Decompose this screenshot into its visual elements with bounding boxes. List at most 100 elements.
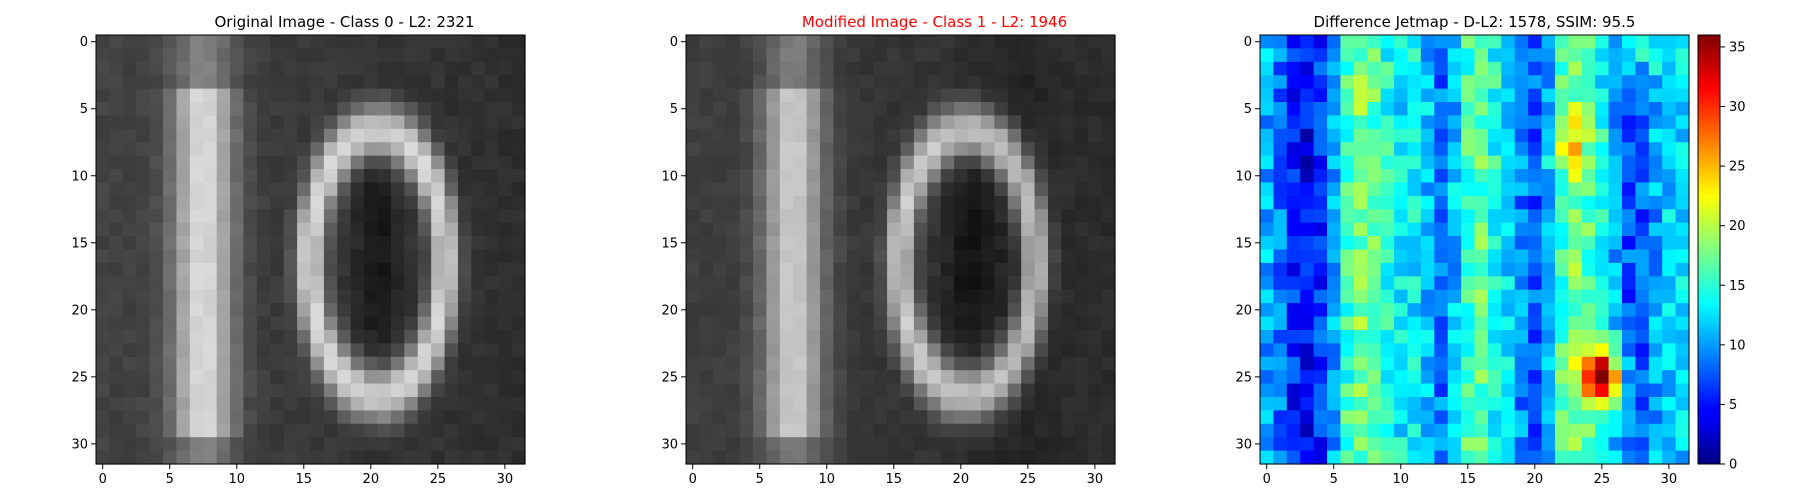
pixel-cell: [994, 396, 1009, 411]
pixel-cell: [122, 303, 137, 318]
pixel-cell: [806, 48, 821, 63]
pixel-cell: [350, 249, 365, 264]
pixel-cell: [712, 316, 727, 331]
pixel-cell: [1514, 343, 1529, 358]
pixel-cell: [1367, 48, 1382, 63]
pixel-cell: [1021, 249, 1036, 264]
pixel-cell: [793, 410, 808, 425]
pixel-cell: [1394, 88, 1409, 103]
pixel-cell: [739, 61, 754, 76]
pixel-cell: [779, 169, 794, 184]
pixel-cell: [364, 48, 379, 63]
pixel-cell: [1474, 316, 1489, 331]
pixel-cell: [927, 262, 942, 277]
pixel-cell: [1380, 102, 1395, 117]
pixel-cell: [337, 423, 352, 438]
pixel-cell: [1447, 262, 1462, 277]
pixel-cell: [1340, 410, 1355, 425]
pixel-cell: [417, 370, 432, 385]
pixel-cell: [1034, 222, 1049, 237]
pixel-cell: [1528, 262, 1543, 277]
pixel-cell: [511, 423, 526, 438]
pixel-cell: [484, 61, 499, 76]
pixel-cell: [109, 383, 124, 398]
pixel-cell: [967, 169, 982, 184]
pixel-cell: [1581, 48, 1596, 63]
pixel-cell: [256, 102, 271, 117]
y-tick-label: 20: [71, 303, 88, 318]
pixel-cell: [297, 155, 312, 170]
pixel-cell: [498, 48, 513, 63]
pixel-cell: [270, 396, 285, 411]
pixel-cell: [431, 396, 446, 411]
pixel-cell: [1514, 396, 1529, 411]
pixel-cell: [1461, 343, 1476, 358]
pixel-cell: [860, 142, 875, 157]
x-tick-label: 30: [1087, 472, 1104, 487]
pixel-cell: [149, 155, 164, 170]
pixel-cell: [109, 88, 124, 103]
pixel-cell: [1300, 316, 1315, 331]
pixel-cell: [940, 249, 955, 264]
pixel-cell: [1528, 195, 1543, 210]
pixel-cell: [96, 115, 111, 130]
pixel-cell: [1474, 329, 1489, 344]
pixel-cell: [1447, 209, 1462, 224]
pixel-cell: [1286, 329, 1301, 344]
pixel-cell: [1074, 383, 1089, 398]
pixel-cell: [1088, 128, 1103, 143]
pixel-cell: [1621, 236, 1636, 251]
pixel-cell: [779, 115, 794, 130]
pixel-cell: [189, 303, 204, 318]
pixel-cell: [122, 423, 137, 438]
pixel-cell: [1061, 383, 1076, 398]
pixel-cell: [726, 396, 741, 411]
pixel-cell: [1074, 329, 1089, 344]
pixel-cell: [860, 102, 875, 117]
pixel-cell: [994, 383, 1009, 398]
pixel-cell: [1514, 48, 1529, 63]
pixel-cell: [1621, 356, 1636, 371]
pixel-cell: [256, 249, 271, 264]
pixel-cell: [1286, 370, 1301, 385]
pixel-cell: [954, 329, 969, 344]
pixel-cell: [270, 370, 285, 385]
pixel-cell: [1088, 437, 1103, 452]
panel-title: Modified Image - Class 1 - L2: 1946: [802, 13, 1067, 31]
pixel-cell: [779, 370, 794, 385]
pixel-cell: [1313, 61, 1328, 76]
pixel-cell: [203, 102, 218, 117]
pixel-cell: [484, 142, 499, 157]
pixel-cell: [1675, 209, 1690, 224]
pixel-cell: [457, 249, 472, 264]
pixel-cell: [404, 61, 419, 76]
pixel-cell: [1501, 236, 1516, 251]
pixel-cell: [726, 35, 741, 50]
pixel-cell: [940, 423, 955, 438]
pixel-cell: [1407, 209, 1422, 224]
pixel-cell: [1528, 316, 1543, 331]
pixel-cell: [900, 450, 915, 465]
pixel-cell: [1034, 343, 1049, 358]
pixel-cell: [216, 115, 231, 130]
pixel-cell: [1273, 236, 1288, 251]
pixel-cell: [1286, 343, 1301, 358]
pixel-cell: [766, 316, 781, 331]
pixel-cell: [1420, 142, 1435, 157]
x-tick-label: 20: [363, 472, 380, 487]
pixel-cell: [417, 410, 432, 425]
pixel-cell: [149, 316, 164, 331]
pixel-cell: [176, 370, 191, 385]
pixel-cell: [1447, 370, 1462, 385]
pixel-cell: [1101, 209, 1116, 224]
pixel-cell: [1088, 410, 1103, 425]
pixel-cell: [230, 370, 245, 385]
pixel-cell: [297, 423, 312, 438]
pixel-cell: [1327, 289, 1342, 304]
pixel-cell: [1461, 102, 1476, 117]
pixel-cell: [913, 383, 928, 398]
pixel-cell: [1313, 209, 1328, 224]
y-tick-label: 0: [80, 35, 88, 50]
pixel-cell: [189, 142, 204, 157]
pixel-cell: [1007, 195, 1022, 210]
